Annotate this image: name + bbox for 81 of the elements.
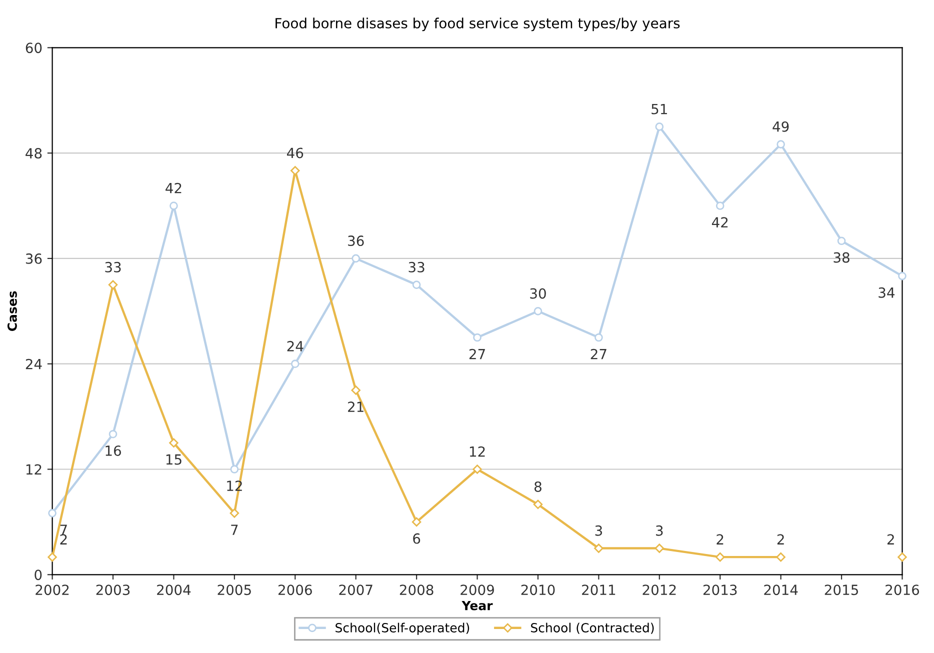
point (533, 500, 543, 509)
data-label: 7 (60, 524, 67, 535)
x-tick-label: 2010 (521, 584, 555, 596)
data-label: 3 (656, 525, 663, 536)
data-label: 24 (287, 340, 304, 352)
x-tick-label: 2016 (886, 584, 920, 596)
data-label: 3 (595, 525, 602, 536)
data-label: 51 (652, 104, 667, 114)
data-label: 49 (772, 121, 789, 132)
x-tick-label: 2004 (157, 584, 191, 596)
point (108, 280, 118, 290)
x-tick-label: 2012 (642, 584, 676, 596)
data-label: 33 (105, 262, 121, 272)
point (170, 202, 178, 210)
data-label: 6 (413, 533, 420, 544)
point (594, 544, 604, 553)
legend-label: School(Self-operated) (336, 622, 470, 635)
data-label: 2 (887, 534, 894, 544)
data-label: 27 (590, 348, 606, 360)
data-label: 2 (716, 534, 724, 544)
point (48, 508, 56, 518)
x-tick-label: 2007 (339, 584, 372, 596)
point (412, 280, 421, 289)
point (837, 236, 846, 246)
data-label: 12 (470, 446, 485, 457)
point (108, 430, 118, 438)
data-label: 36 (348, 236, 364, 246)
point (594, 333, 603, 342)
y-tick-label: 0 (34, 570, 42, 580)
y-tick-label: 48 (26, 148, 42, 159)
y-tick-label: 24 (26, 358, 42, 370)
data-label: 30 (530, 288, 546, 299)
x-tick-label: 2014 (764, 584, 798, 596)
x-axis-title: Year (462, 600, 493, 610)
chart-title: Food borne disases by food service system types/by years (276, 18, 680, 32)
point (230, 508, 240, 518)
point (412, 517, 422, 527)
data-label: 38 (834, 252, 850, 263)
point (654, 544, 664, 553)
point (898, 552, 907, 562)
data-label: 15 (166, 454, 182, 465)
point (715, 552, 725, 562)
x-tick-label: 2003 (96, 584, 130, 596)
y-tick-label: 12 (26, 464, 42, 475)
data-label: 34 (878, 287, 895, 298)
point (169, 438, 178, 448)
y-tick-label: 60 (26, 42, 42, 54)
point (534, 306, 542, 316)
x-tick-label: 2009 (460, 584, 494, 596)
x-tick-label: 2015 (824, 584, 858, 596)
point (352, 254, 360, 263)
data-label: 33 (408, 262, 424, 272)
x-tick-label: 2005 (218, 584, 251, 596)
point (473, 333, 482, 342)
point (351, 386, 360, 395)
data-label: 46 (286, 148, 304, 158)
data-label: 27 (469, 348, 485, 360)
legend-label: School (Contracted) (530, 622, 654, 634)
x-tick-label: 2011 (582, 584, 616, 596)
point (655, 122, 664, 131)
point (776, 552, 786, 562)
point (290, 360, 300, 368)
point (230, 465, 239, 474)
data-label: 42 (712, 217, 728, 228)
data-label: 2 (60, 534, 67, 544)
x-tick-label: 2002 (36, 584, 69, 596)
point (898, 272, 906, 280)
data-label: 7 (231, 524, 238, 535)
point (472, 464, 482, 474)
data-label: 8 (534, 481, 542, 492)
data-label: 42 (166, 182, 182, 194)
y-axis-title: Cases (7, 291, 17, 332)
y-tick-label: 36 (26, 253, 42, 264)
data-label: 2 (777, 534, 784, 544)
x-tick-label: 2008 (400, 584, 434, 596)
point (48, 552, 57, 562)
point (776, 140, 785, 148)
data-label: 16 (106, 445, 121, 456)
point (716, 202, 724, 210)
x-tick-label: 2006 (278, 584, 312, 596)
x-tick-label: 2013 (703, 584, 737, 596)
